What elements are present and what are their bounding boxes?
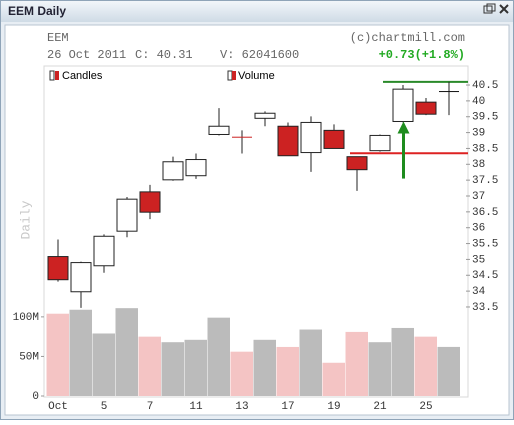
- volume-bar: [138, 336, 161, 396]
- candle-body: [439, 91, 459, 93]
- restore-button[interactable]: [483, 5, 493, 14]
- volume-tick-label: 100M: [13, 312, 39, 324]
- arrow-head: [397, 121, 410, 134]
- y-tick-label: 40: [472, 96, 485, 108]
- y-tick-label: 36: [472, 223, 485, 235]
- volume-bar: [299, 329, 322, 396]
- x-tick-label: 11: [189, 401, 203, 413]
- copyright: (c)chartmill.com: [350, 31, 465, 45]
- restore-button-back: [486, 3, 496, 12]
- y-tick-label: 34.5: [472, 270, 498, 282]
- volume-bar: [115, 308, 138, 396]
- y-tick-label: 36.5: [472, 207, 498, 219]
- volume-bar: [414, 336, 437, 396]
- candle-body: [254, 112, 276, 119]
- x-tick-label: Oct: [48, 401, 68, 413]
- candle-body: [232, 136, 252, 138]
- volume-bar: [437, 346, 460, 396]
- candle-body: [369, 134, 391, 152]
- candle-body: [415, 101, 437, 115]
- volume-bar: [92, 333, 115, 396]
- volume-bar: [69, 309, 92, 396]
- candle-body: [139, 191, 161, 213]
- symbol: EEM: [47, 31, 69, 45]
- candle-body: [93, 235, 115, 267]
- candle-body: [47, 256, 69, 281]
- y-tick-label: 35.5: [472, 238, 498, 250]
- x-tick-label: 7: [147, 401, 154, 413]
- volume-bar: [46, 313, 69, 396]
- y-tick-label: 37: [472, 191, 485, 203]
- legend-icon: [49, 70, 55, 81]
- y-tick-label: 39: [472, 127, 485, 139]
- candle-body: [185, 159, 207, 177]
- date: 26 Oct 2011: [47, 48, 126, 62]
- x-tick-label: 25: [419, 401, 432, 413]
- legend-icon: [55, 71, 59, 80]
- candle-body: [323, 129, 345, 149]
- y-tick-label: 38: [472, 159, 485, 171]
- change-info: +0.73(+1.8%): [379, 48, 465, 62]
- legend-icon: [232, 71, 236, 80]
- candle-body: [70, 262, 92, 293]
- volume-bar: [184, 339, 207, 396]
- candle-body: [208, 125, 230, 135]
- legend-icon: [227, 70, 233, 81]
- close-info: C: 40.31: [135, 48, 193, 62]
- x-tick-label: 19: [327, 401, 340, 413]
- y-axis-label: Daily: [18, 200, 33, 239]
- candle-body: [300, 121, 322, 154]
- close-button[interactable]: [499, 4, 509, 14]
- y-tick-label: 35: [472, 254, 485, 266]
- candle-body: [162, 161, 184, 181]
- volume-bar: [253, 339, 276, 396]
- x-tick-label: 21: [373, 401, 387, 413]
- candle-body: [392, 88, 414, 122]
- window-title: EEM Daily: [8, 4, 66, 18]
- y-tick-label: 33.5: [472, 302, 498, 314]
- volume-bar: [391, 327, 414, 396]
- window-buttons[interactable]: [483, 3, 509, 14]
- x-tick-label: 13: [235, 401, 248, 413]
- legend-label: Candles: [62, 70, 103, 82]
- y-tick-label: 37.5: [472, 175, 498, 187]
- volume-bar: [230, 351, 253, 396]
- legend-label: Volume: [238, 70, 275, 82]
- volume-bar: [161, 342, 184, 396]
- y-tick-label: 34: [472, 286, 486, 298]
- volume-bar: [322, 362, 345, 396]
- volume-tick-label: 50M: [19, 351, 39, 363]
- candle-body: [346, 156, 368, 171]
- title-bar: [1, 1, 513, 22]
- volume-info: V: 62041600: [220, 48, 299, 62]
- x-tick-label: 17: [281, 401, 294, 413]
- volume-bar: [207, 317, 230, 396]
- candle-body: [277, 125, 299, 157]
- candle-body: [116, 198, 138, 232]
- y-tick-label: 38.5: [472, 143, 498, 155]
- volume-tick-label: 0: [32, 391, 39, 403]
- y-tick-label: 39.5: [472, 112, 498, 124]
- volume-bar: [276, 346, 299, 396]
- y-tick-label: 40.5: [472, 80, 498, 92]
- volume-bar: [345, 331, 368, 396]
- volume-bar: [368, 342, 391, 396]
- x-tick-label: 5: [101, 401, 108, 413]
